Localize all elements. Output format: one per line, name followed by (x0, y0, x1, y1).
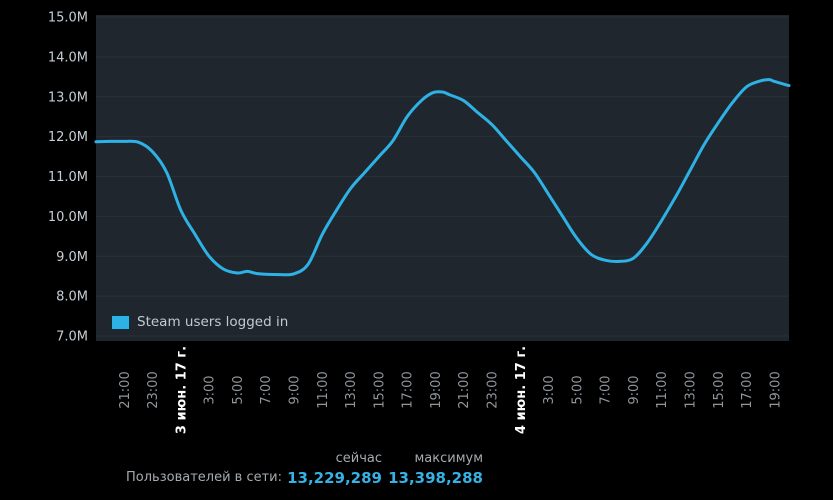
x-axis-time-label: 15:00 (372, 371, 387, 408)
legend-color-swatch (111, 314, 130, 330)
x-axis-time-label: 17:00 (740, 371, 755, 408)
y-axis-label: 11.0M (48, 170, 88, 185)
x-axis-time-label: 3:00 (542, 375, 557, 404)
online-stats-table: сейчас максимум Пользователей в сети: 13… (0, 450, 483, 488)
now-column-header: сейчас (335, 451, 382, 466)
legend-series-label: Steam users logged in (137, 314, 289, 330)
chart-legend: Steam users logged in (111, 314, 288, 330)
x-axis-time-label: 9:00 (288, 375, 303, 404)
users-online-max-value: 13,398,288 (388, 469, 483, 487)
users-online-chart[interactable]: 15.0M 14.0M 13.0M 12.0M 11.0M 10.0M 9.0M 8.0M 7.… (0, 0, 833, 445)
x-axis-time-label: 5:00 (231, 375, 246, 404)
x-axis-time-label: 9:00 (627, 375, 642, 404)
chart-line (94, 78, 791, 277)
y-axis-label: 14.0M (48, 50, 88, 65)
x-axis-time-label: 19:00 (429, 371, 444, 408)
x-axis-time-label: 21:00 (457, 371, 472, 408)
y-axis-label: 15.0M (48, 11, 88, 26)
x-axis-time-label: 5:00 (570, 375, 585, 404)
x-axis-time-label: 19:00 (768, 371, 783, 408)
x-axis-time-label: 21:00 (118, 371, 133, 408)
y-axis-label: 9.0M (56, 250, 88, 265)
users-online-label: Пользователей в сети: (126, 470, 282, 485)
users-online-now-value: 13,229,289 (287, 469, 382, 487)
x-axis-time-label: 13:00 (684, 371, 699, 408)
x-axis-time-label: 13:00 (344, 371, 359, 408)
x-axis-time-label: 7:00 (599, 375, 614, 404)
x-axis-time-label: 17:00 (401, 371, 416, 408)
y-axis-label: 8.0M (56, 290, 88, 305)
y-axis-label: 13.0M (48, 90, 88, 105)
x-axis-time-label: 11:00 (655, 371, 670, 408)
stats-spacer (0, 450, 282, 468)
max-column-header: максимум (414, 451, 483, 466)
x-axis-date-label: 3 июн. 17 г. (174, 346, 189, 434)
y-axis-label: 10.0M (48, 210, 88, 225)
x-axis-date-label: 4 июн. 17 г. (514, 346, 529, 434)
y-axis-label: 7.0M (56, 330, 88, 345)
x-axis-time-label: 11:00 (316, 371, 331, 408)
x-axis-time-label: 7:00 (259, 375, 274, 404)
x-axis-time-label: 23:00 (486, 371, 501, 408)
x-axis-time-label: 23:00 (146, 371, 161, 408)
y-axis-label: 12.0M (48, 130, 88, 145)
x-axis-time-label: 3:00 (203, 375, 218, 404)
plot-area (96, 15, 789, 341)
x-axis-time-label: 15:00 (712, 371, 727, 408)
